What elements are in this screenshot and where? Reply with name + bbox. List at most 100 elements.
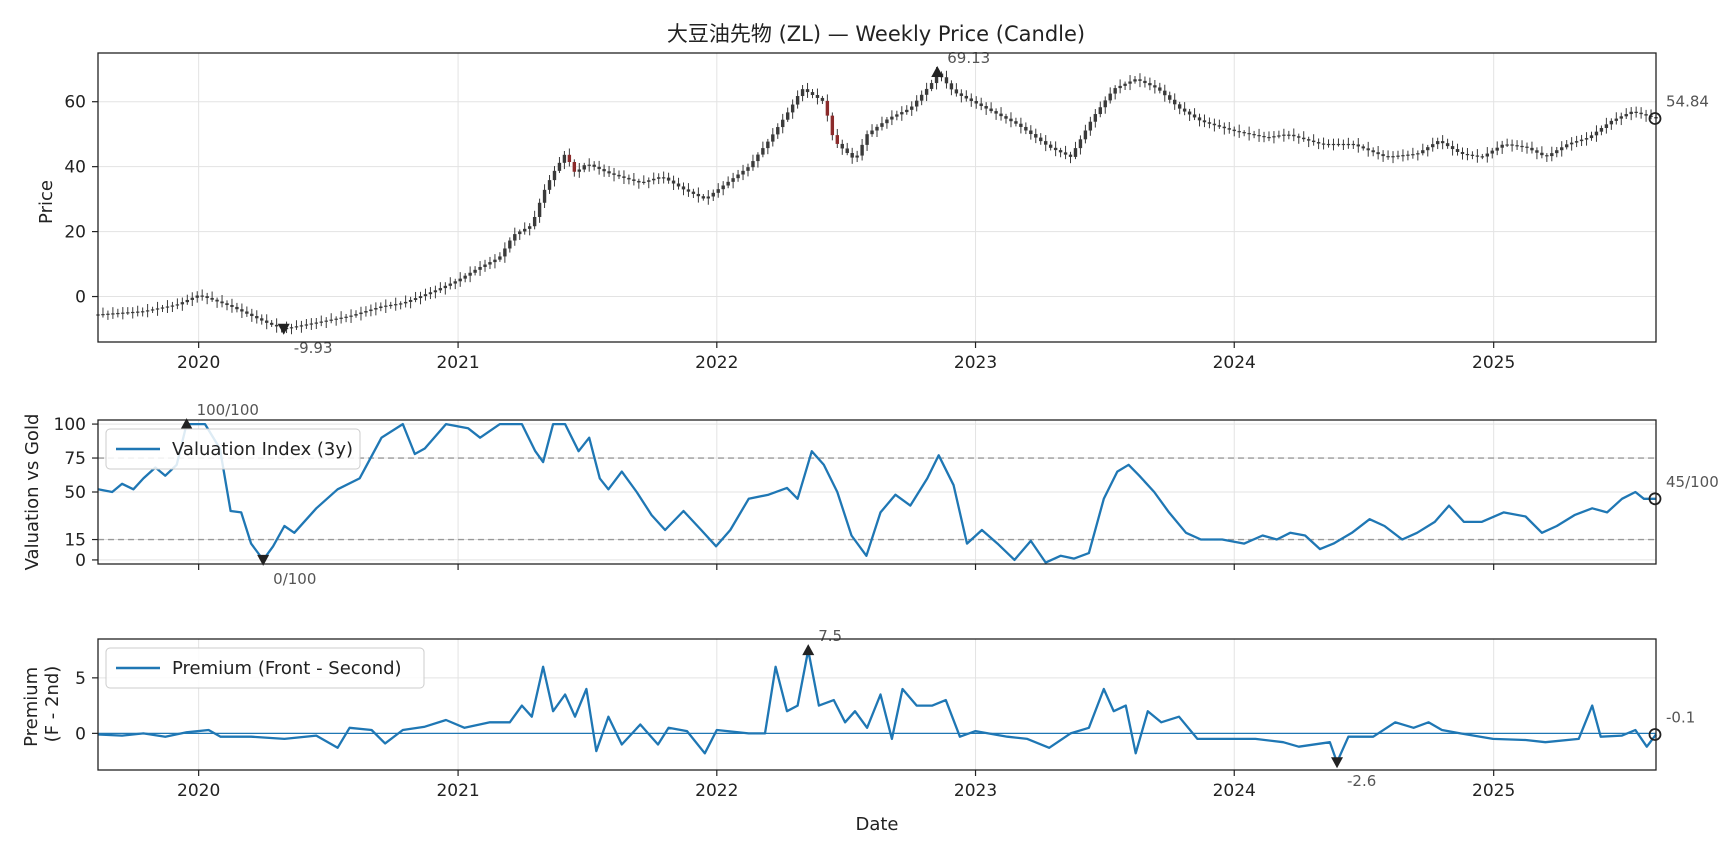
candle-body [731,178,735,182]
candle-body [423,294,428,297]
candle-body [746,167,750,171]
premium-y-label: Premium (F - 2nd) [21,661,63,747]
candle-body [121,312,125,314]
candle-body [220,301,224,304]
y-tick-label: 0 [75,551,86,571]
candle-body [389,304,393,307]
candle-body [523,228,527,232]
min-marker [257,554,270,566]
x-tick-label: 2021 [436,781,479,801]
candle-body [929,83,934,89]
candle-body [324,320,328,322]
candle-body [771,134,775,142]
candle-body [1465,153,1470,156]
candle-body [686,189,691,192]
candle-body [1053,147,1058,151]
candle-body [408,299,413,302]
candle-body [592,164,596,167]
candle-body [1435,141,1440,145]
candle-body [255,316,259,319]
candle-body [1073,148,1078,157]
candle-body [666,177,671,181]
candle-body [1267,136,1271,139]
candle-body [1426,147,1430,151]
candle-body [1177,104,1182,109]
candle-body [800,89,805,97]
candle-body [1257,135,1261,137]
candle-body [1416,153,1420,155]
price-y-label: Price [36,180,57,224]
y-tick-label: 0 [75,288,86,308]
candle-body [1277,135,1281,137]
candle-body [1148,83,1152,86]
last-marker [1648,492,1662,506]
candle-body [428,292,433,295]
candle-body [185,299,190,303]
candle-body [180,302,185,305]
candle-body [265,320,269,323]
candle-body [661,177,666,179]
candle-body [587,164,591,166]
candle-body [1123,83,1127,86]
candle-body [1356,144,1360,147]
candle-body [761,148,765,155]
candle-body [1500,144,1504,148]
premium-x-ticks: 2020 2021 2022 2023 2024 2025 [177,770,1515,801]
candle-body [637,180,641,183]
candle-body [1202,120,1207,123]
candle-body [1619,116,1623,119]
candle-body [111,313,115,315]
candle-body [1520,145,1524,148]
candle-body [1108,93,1112,101]
candle-body [205,296,209,298]
candle-body [1599,127,1604,132]
x-tick-label: 2022 [695,353,738,373]
candle-body [1624,114,1628,117]
candle-body [532,216,537,227]
candle-body [870,130,874,135]
candle-body [895,114,899,117]
candle-body [542,189,547,203]
price-x-ticks: 2020 2021 2022 2023 2024 2025 [177,342,1515,373]
candle-body [815,95,820,98]
candle-body [825,100,830,116]
candle-body [1574,141,1579,143]
y-tick-label: 60 [64,93,86,113]
candle-body [1381,154,1385,157]
candle-body [557,162,562,171]
candle-body [165,306,170,308]
last-label: 45/100 [1666,473,1719,491]
candle-body [850,153,854,158]
candle-body [1455,149,1460,152]
candle-body [1297,136,1301,138]
candle-body [503,248,507,257]
candle-body [1545,155,1549,157]
y-tick-label: 15 [64,531,86,551]
candle-body [329,319,333,321]
y-tick-label: 75 [64,449,86,469]
valuation-legend-label: Valuation Index (3y) [172,439,353,460]
candle-body [1153,85,1157,88]
candle-body [433,290,438,293]
candle-body [498,256,502,260]
y-tick-label: 5 [75,669,86,689]
candle-body [984,106,988,109]
candle-body [235,306,239,310]
candle-body [969,98,973,101]
candle-body [190,297,194,300]
candle-body [1331,143,1336,146]
candle-body [681,186,686,190]
candle-body [785,112,790,120]
candle-body [1113,88,1117,94]
candle-body [642,181,646,184]
candle-body [840,143,844,149]
candle-body [1649,115,1653,118]
max-marker [802,644,815,656]
candle-body [959,93,964,96]
candle-body [1048,144,1053,148]
candle-body [617,174,621,177]
candle-body [1376,152,1380,155]
candle-body [418,296,423,299]
candle-body [1505,144,1509,146]
candle-body [1222,126,1227,129]
